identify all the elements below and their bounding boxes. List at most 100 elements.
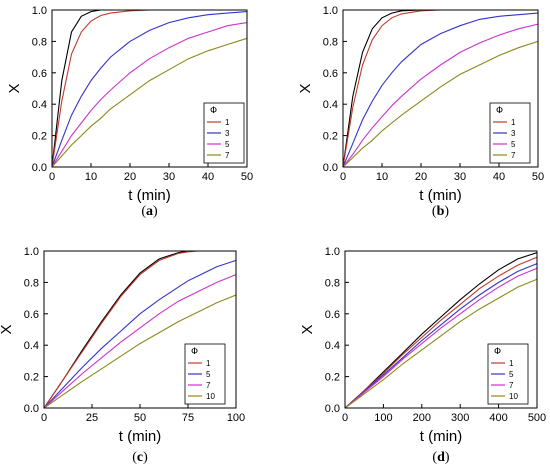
series-line-5	[344, 263, 538, 409]
x-tick-label: 40	[202, 171, 214, 183]
y-tick-label: 1.0	[24, 246, 39, 258]
y-tick-label: 0.8	[32, 36, 47, 48]
series-line-7	[51, 37, 248, 168]
legend-title: Φ	[496, 106, 503, 116]
legend-label-5: 5	[511, 140, 516, 149]
x-tick-label: 0	[340, 171, 346, 183]
x-tick-label: 50	[241, 171, 253, 183]
y-tick-label: 0.2	[24, 372, 39, 384]
series-line-7	[342, 40, 539, 168]
y-tick-label: 0.0	[323, 162, 338, 174]
y-tick-label: 0.6	[325, 309, 340, 321]
x-tick-label: 10	[85, 171, 97, 183]
series-line-10	[43, 294, 237, 409]
y-tick-label: 0.6	[24, 309, 39, 321]
x-tick-label: 500	[528, 412, 546, 424]
y-tick-label: 0.8	[323, 36, 338, 48]
y-tick-label: 0.6	[323, 68, 338, 80]
x-tick-label: 200	[413, 412, 431, 424]
x-axis-label: t (min)	[128, 187, 171, 204]
series-line-5	[43, 259, 237, 409]
panel-caption: (b)	[432, 204, 449, 219]
y-tick-label: 1.0	[323, 5, 338, 17]
legend-title: Φ	[210, 106, 217, 116]
panel-caption: (a)	[141, 204, 158, 219]
x-tick-label: 300	[451, 412, 469, 424]
y-tick-label: 1.0	[325, 246, 340, 258]
x-tick-label: 50	[134, 412, 146, 424]
y-tick-label: 0.4	[24, 340, 39, 352]
panel-d: 0 100 200 300 400 500 0.0 0.2 0.4 0.6 0.8 1.0 t (min…	[299, 246, 546, 465]
x-tick-label: 75	[182, 412, 194, 424]
x-tick-label: 100	[227, 412, 245, 424]
x-tick-label: 50	[532, 171, 544, 183]
y-tick-label: 0.0	[32, 162, 47, 174]
panel-b: 0 10 20 30 40 50 0.0 0.2 0.4 0.6 0.8 1.0 t (min) X Φ1 3…	[297, 5, 544, 219]
x-tick-label: 40	[493, 171, 505, 183]
legend-label-7: 7	[206, 381, 211, 390]
legend-label-3: 3	[225, 129, 230, 138]
x-tick-label: 100	[374, 412, 392, 424]
legend-label-7: 7	[511, 151, 516, 160]
y-tick-label: 0.0	[24, 403, 39, 415]
legend-label-5: 5	[509, 370, 514, 379]
legend-label-1: 1	[225, 118, 230, 127]
x-tick-label: 0	[41, 412, 47, 424]
y-tick-label: 0.4	[32, 99, 47, 111]
legend-label-7: 7	[225, 151, 230, 160]
series-line-5	[342, 23, 539, 168]
legend-label-1: 1	[206, 359, 211, 368]
x-tick-label: 30	[163, 171, 175, 183]
x-tick-label: 20	[124, 171, 136, 183]
x-tick-label: 10	[376, 171, 388, 183]
x-axis-label: t (min)	[420, 428, 463, 445]
legend-label-10: 10	[206, 392, 215, 401]
plot-frame	[342, 9, 539, 168]
panel-caption: (d)	[432, 450, 449, 465]
plot-frame	[51, 9, 248, 168]
legend-label-3: 3	[511, 129, 516, 138]
series-line-10	[344, 278, 538, 409]
legend-label-5: 5	[225, 140, 230, 149]
series-line-reference	[344, 252, 538, 409]
panel-c: 0 25 50 75 100 0.0 0.2 0.4 0.6 0.8 1.0 t (min) X Φ1 5 7…	[0, 246, 245, 465]
y-tick-label: 0.6	[32, 68, 47, 80]
series-line-3	[342, 12, 539, 168]
legend-label-1: 1	[509, 359, 514, 368]
legend-label-5: 5	[206, 370, 211, 379]
y-axis-label: X	[299, 324, 316, 334]
legend-label-10: 10	[509, 392, 518, 401]
legend-label-7: 7	[509, 381, 514, 390]
panel-caption: (c)	[132, 450, 148, 465]
y-axis-label: X	[0, 324, 15, 334]
series-line-7	[344, 267, 538, 409]
y-tick-label: 1.0	[32, 5, 47, 17]
series-line-3	[51, 11, 248, 168]
panel-a: 0 10 20 30 40 50 0.0 0.2 0.4 0.6 0.8 1.0 t (min) X Φ1 3…	[6, 5, 253, 219]
y-tick-label: 0.2	[323, 131, 338, 143]
legend-label-1: 1	[511, 118, 516, 127]
x-tick-label: 400	[489, 412, 507, 424]
series-line-7	[43, 274, 237, 409]
series-line-5	[51, 22, 248, 168]
x-tick-label: 25	[86, 412, 98, 424]
x-tick-label: 30	[454, 171, 466, 183]
y-axis-label: X	[6, 83, 23, 93]
y-tick-label: 0.4	[323, 99, 338, 111]
legend-title: Φ	[494, 347, 501, 357]
x-tick-label: 0	[342, 412, 348, 424]
y-tick-label: 0.4	[325, 340, 340, 352]
x-axis-label: t (min)	[119, 428, 162, 445]
y-axis-label: X	[297, 83, 314, 93]
plot-frame	[344, 250, 538, 409]
series-line-1	[344, 256, 538, 409]
y-tick-label: 0.2	[325, 372, 340, 384]
y-tick-label: 0.2	[32, 131, 47, 143]
y-tick-label: 0.0	[325, 403, 340, 415]
y-tick-label: 0.8	[24, 277, 39, 289]
legend-title: Φ	[191, 347, 198, 357]
x-tick-label: 20	[415, 171, 427, 183]
x-tick-label: 0	[49, 171, 55, 183]
y-tick-label: 0.8	[325, 277, 340, 289]
